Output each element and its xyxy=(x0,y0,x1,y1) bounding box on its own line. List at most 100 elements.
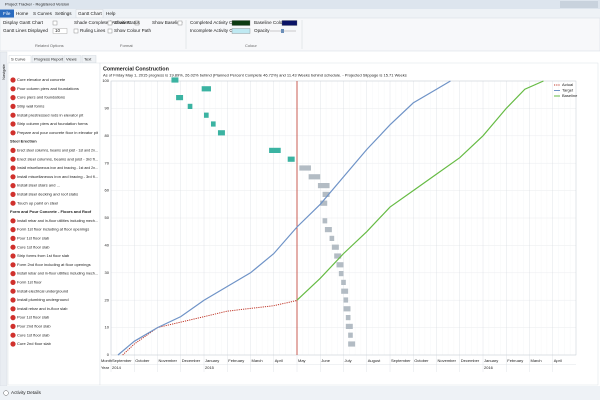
gantt-bar[interactable] xyxy=(308,174,321,180)
status-dot[interactable] xyxy=(10,332,16,338)
window-controls[interactable] xyxy=(560,1,598,8)
status-dot[interactable] xyxy=(10,218,16,224)
gantt-bar[interactable] xyxy=(171,77,179,83)
task-name[interactable]: Strip forms from 1st floor slab xyxy=(17,253,70,258)
gantt-bar[interactable] xyxy=(176,95,184,101)
status-dot[interactable] xyxy=(10,86,16,92)
menu-tab[interactable]: Gantt Chart xyxy=(78,11,102,16)
gantt-bar[interactable] xyxy=(341,279,346,285)
slider-thumb[interactable] xyxy=(281,29,284,33)
view-tab-label[interactable]: Views xyxy=(66,56,77,61)
task-name[interactable]: Cure piers and foundations xyxy=(17,95,65,100)
menu-tab[interactable]: Home xyxy=(16,11,29,16)
status-dot[interactable] xyxy=(10,183,16,189)
task-name[interactable]: Pour column piers and foundations xyxy=(17,86,79,91)
task-name[interactable]: Install rebar and in-floor utilities inc… xyxy=(17,271,98,276)
task-name[interactable]: Install rebar and in-floor utilities inc… xyxy=(17,218,98,223)
file-tab[interactable] xyxy=(0,9,14,18)
status-dot[interactable] xyxy=(10,341,16,347)
gantt-bar[interactable] xyxy=(343,306,351,312)
color-swatch[interactable] xyxy=(231,20,251,26)
gantt-bar[interactable] xyxy=(331,244,339,250)
task-name[interactable]: Touch up paint on steel xyxy=(17,200,58,205)
task-name[interactable]: Install rebar and in-floor slab xyxy=(17,306,68,311)
checkbox[interactable] xyxy=(107,28,113,34)
gantt-bar[interactable] xyxy=(201,86,211,92)
color-swatch[interactable] xyxy=(281,20,298,26)
checkbox[interactable] xyxy=(52,20,58,26)
gantt-bar[interactable] xyxy=(322,218,328,224)
checkbox[interactable] xyxy=(177,20,183,26)
status-dot[interactable] xyxy=(10,200,16,206)
checkbox[interactable] xyxy=(73,28,79,34)
status-dot[interactable] xyxy=(10,279,16,285)
status-dot[interactable] xyxy=(10,227,16,233)
status-dot[interactable] xyxy=(10,253,16,259)
gantt-bar[interactable] xyxy=(336,262,344,268)
status-dot[interactable] xyxy=(10,235,16,241)
status-dot[interactable] xyxy=(10,191,16,197)
task-name[interactable]: Erect steel columns, beams and joist - 3… xyxy=(17,156,98,161)
status-dot[interactable] xyxy=(10,323,16,329)
status-icon[interactable] xyxy=(3,390,9,396)
task-name[interactable]: Cure elevator and concrete xyxy=(17,77,66,82)
task-name[interactable]: Install prestressed rods in elevator pit xyxy=(17,112,84,117)
gantt-bar[interactable] xyxy=(343,297,349,303)
gantt-bar[interactable] xyxy=(299,165,311,171)
gantt-bar[interactable] xyxy=(187,103,193,109)
number-input[interactable] xyxy=(52,28,68,34)
status-dot[interactable] xyxy=(10,95,16,101)
task-name[interactable]: Prepare and pour concrete floor in eleva… xyxy=(17,130,99,135)
task-name[interactable]: Strip wall forms xyxy=(17,103,44,108)
gantt-bar[interactable] xyxy=(322,191,330,197)
view-tab-label[interactable]: Text xyxy=(84,56,92,61)
task-name[interactable]: Pour 2nd floor slab xyxy=(17,323,51,328)
gantt-bar[interactable] xyxy=(317,183,330,189)
menu-tab[interactable]: Help xyxy=(106,11,116,16)
gantt-bar[interactable] xyxy=(348,341,356,347)
task-name[interactable]: Form 1st floor xyxy=(17,279,42,284)
task-name[interactable]: Install miscellaneous iron and bracing -… xyxy=(17,165,98,170)
status-dot[interactable] xyxy=(10,297,16,303)
gantt-bar[interactable] xyxy=(204,112,209,118)
task-name[interactable]: Install steel decking and roof slabs xyxy=(17,191,78,196)
checkbox[interactable] xyxy=(134,20,140,26)
status-dot[interactable] xyxy=(10,306,16,312)
gantt-bar[interactable] xyxy=(210,121,216,127)
status-dot[interactable] xyxy=(10,165,16,171)
status-dot[interactable] xyxy=(10,315,16,321)
gantt-bar[interactable] xyxy=(269,147,281,153)
status-dot[interactable] xyxy=(10,121,16,127)
task-name[interactable]: Install electrical underground xyxy=(17,288,68,293)
view-tab-label[interactable]: Progress Report xyxy=(34,56,64,61)
task-name[interactable]: Cure 2nd floor slab xyxy=(17,341,52,346)
status-dot[interactable] xyxy=(10,112,16,118)
gantt-bar[interactable] xyxy=(348,332,353,338)
gantt-bar[interactable] xyxy=(338,271,344,277)
task-name[interactable]: Form 2nd floor including at floor openin… xyxy=(17,262,91,267)
checkbox[interactable] xyxy=(107,20,113,26)
menu-tab[interactable]: S Curves xyxy=(33,11,53,16)
status-dot[interactable] xyxy=(10,147,16,153)
status-dot[interactable] xyxy=(10,156,16,162)
gantt-bar[interactable] xyxy=(329,235,335,241)
task-name[interactable]: Install plumbing underground xyxy=(17,297,69,302)
gantt-bar[interactable] xyxy=(217,130,225,136)
gantt-bar[interactable] xyxy=(334,253,342,259)
status-dot[interactable] xyxy=(10,262,16,268)
gantt-bar[interactable] xyxy=(345,323,353,329)
status-dot[interactable] xyxy=(10,271,16,277)
menu-tab[interactable]: File xyxy=(3,11,11,16)
task-name[interactable]: Strip column piers and foundation forms xyxy=(17,121,88,126)
view-tab-label[interactable]: S Curve xyxy=(11,56,26,61)
gantt-bar[interactable] xyxy=(320,200,328,206)
task-name[interactable]: Pour 1st floor slab xyxy=(17,315,50,320)
task-name[interactable]: Pour 1st floor slab xyxy=(17,235,50,240)
color-swatch[interactable] xyxy=(231,28,251,34)
status-dot[interactable] xyxy=(10,244,16,250)
task-name[interactable]: Install miscellaneous iron and bracing -… xyxy=(17,174,98,179)
gantt-bar[interactable] xyxy=(324,227,332,233)
status-dot[interactable] xyxy=(10,77,16,83)
status-dot[interactable] xyxy=(10,103,16,109)
task-name[interactable]: Cure 1st floor slab xyxy=(17,332,50,337)
